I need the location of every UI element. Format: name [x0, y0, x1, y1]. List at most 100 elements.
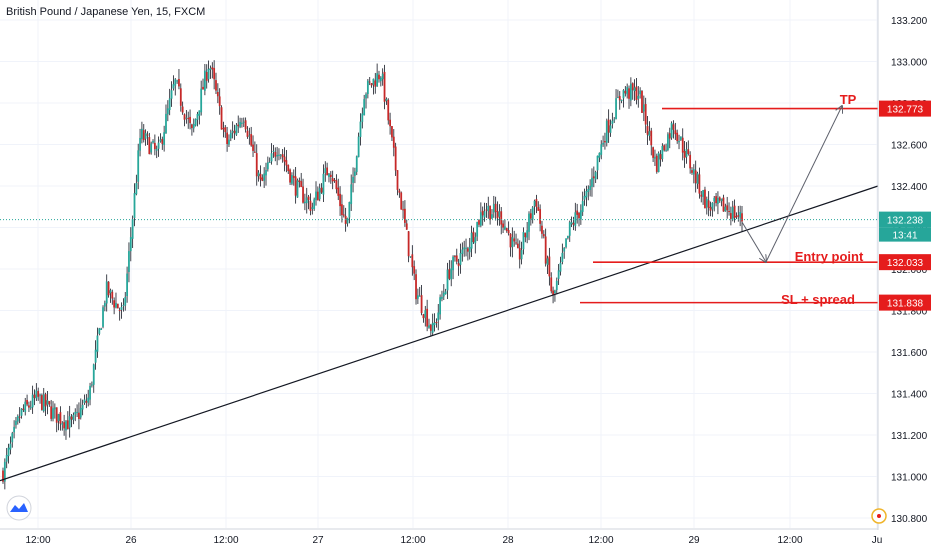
candle-body	[189, 116, 191, 124]
candle-body	[202, 86, 204, 90]
candle-body	[116, 303, 119, 309]
candle-body	[622, 90, 625, 99]
candle-body	[441, 296, 443, 299]
candle-body	[424, 310, 427, 318]
candle-body	[298, 180, 301, 183]
candle-body	[303, 201, 306, 204]
candle-body	[20, 408, 23, 416]
candle-body	[741, 213, 743, 222]
candle-body	[357, 136, 360, 158]
candle-body	[566, 235, 569, 239]
candle-body	[42, 394, 45, 412]
candle-body	[278, 154, 280, 156]
candle-body	[35, 390, 38, 399]
x-tick-label: 12:00	[777, 535, 802, 546]
candle-body	[170, 90, 173, 99]
candle-body	[163, 132, 166, 146]
candle-body	[639, 90, 642, 95]
candle-body	[370, 83, 373, 86]
candle-body	[191, 124, 193, 129]
candle-body	[674, 130, 677, 135]
candle-body	[246, 130, 249, 137]
candle-body	[418, 295, 421, 297]
candle-body	[635, 86, 638, 101]
logo-mark	[10, 503, 28, 512]
candle-body	[255, 153, 258, 177]
candle-body	[89, 385, 91, 400]
candle-body	[24, 401, 27, 412]
candle-body	[129, 237, 132, 252]
candle-body	[578, 212, 580, 219]
candle-body	[678, 140, 680, 143]
candle-body	[161, 138, 164, 144]
candle-body	[466, 248, 469, 252]
candle-body	[52, 408, 54, 419]
candle-body	[144, 132, 147, 139]
candle-body	[53, 407, 56, 410]
candle-body	[611, 120, 614, 125]
candle-body	[94, 349, 97, 363]
y-tick-label: 131.600	[891, 348, 928, 359]
candle-body	[109, 290, 112, 294]
candle-body	[272, 150, 275, 152]
candle-body	[494, 203, 497, 212]
candle-body	[379, 77, 382, 82]
candle-body	[70, 416, 73, 420]
candle-body	[691, 170, 693, 173]
candle-body	[128, 251, 130, 272]
candle-body	[396, 170, 399, 190]
candle-body	[426, 308, 429, 327]
candle-body	[439, 297, 442, 315]
candle-body	[185, 117, 188, 119]
candle-body	[341, 204, 343, 216]
candle-body	[524, 232, 527, 238]
candle-body	[468, 246, 471, 253]
candle-body	[300, 181, 303, 188]
candle-body	[383, 71, 386, 102]
candle-body	[698, 174, 701, 194]
candle-body	[235, 125, 238, 135]
candle-body	[667, 134, 669, 151]
candle-body	[55, 407, 58, 423]
candle-body	[196, 113, 199, 120]
candle-body	[602, 142, 604, 145]
candle-body	[244, 120, 247, 130]
candle-body	[470, 232, 473, 249]
candle-body	[587, 189, 590, 192]
candle-body	[563, 247, 566, 252]
candle-body	[557, 270, 560, 279]
candle-body	[361, 113, 364, 122]
candle-body	[287, 164, 290, 172]
candle-body	[528, 213, 530, 232]
candle-body	[718, 197, 721, 201]
candle-body	[659, 154, 662, 160]
candle-body	[285, 160, 288, 166]
level-annotation: TP	[840, 92, 857, 107]
candle-body	[122, 305, 125, 307]
candle-body	[348, 202, 351, 218]
candle-body	[207, 68, 210, 80]
candle-body	[328, 173, 330, 177]
candle-body	[648, 131, 651, 137]
candle-body	[22, 408, 25, 411]
candle-body	[650, 130, 653, 146]
candle-body	[354, 171, 356, 176]
candle-body	[150, 143, 153, 153]
candle-body	[148, 137, 151, 155]
candle-body	[155, 149, 158, 151]
candle-body	[28, 405, 30, 408]
x-tick-label: 12:00	[213, 535, 238, 546]
candle-body	[9, 443, 12, 450]
candle-body	[452, 256, 454, 271]
candle-body	[542, 234, 545, 237]
grid-lines	[0, 0, 878, 528]
candle-body	[583, 195, 586, 200]
x-tick-label: 26	[125, 535, 137, 546]
candle-body	[502, 223, 504, 228]
candle-body	[652, 147, 654, 158]
candle-body	[554, 290, 556, 294]
candle-body	[665, 149, 667, 151]
candle-body	[281, 154, 284, 158]
candle-body	[342, 214, 345, 216]
